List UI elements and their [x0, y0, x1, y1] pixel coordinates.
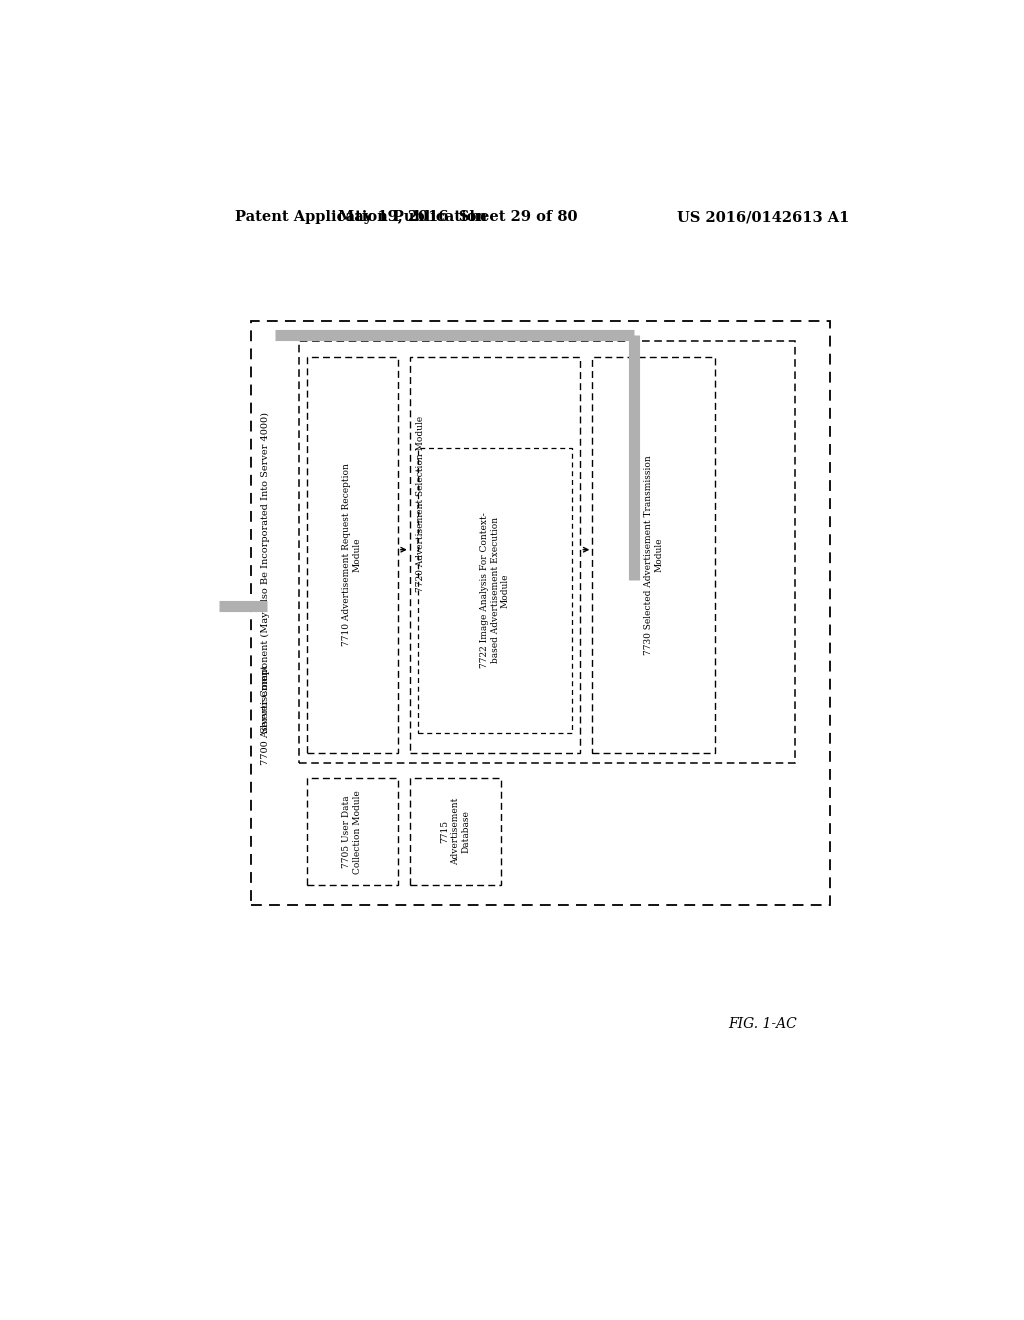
Text: FIG. 1-AC: FIG. 1-AC [728, 1018, 798, 1031]
Text: 7720 Advertisement Selection Module: 7720 Advertisement Selection Module [416, 416, 425, 593]
Text: Patent Application Publication: Patent Application Publication [236, 210, 487, 224]
Text: 7722 Image Analysis For Context-
based Advertisement Execution
Module: 7722 Image Analysis For Context- based A… [480, 512, 510, 668]
Text: Server Component (May Also Be Incorporated Into Server 4000): Server Component (May Also Be Incorporat… [261, 412, 270, 733]
Bar [306, 779, 397, 886]
Bar [306, 356, 397, 752]
Text: 7710 Advertisement Request Reception
Module: 7710 Advertisement Request Reception Mod… [342, 463, 361, 647]
Bar [299, 342, 795, 763]
Bar [418, 447, 572, 733]
Text: US 2016/0142613 A1: US 2016/0142613 A1 [677, 210, 849, 224]
Text: 7700 Advertisement: 7700 Advertisement [261, 665, 269, 766]
Text: 7705 User Data
Collection Module: 7705 User Data Collection Module [342, 789, 361, 874]
Bar [251, 321, 830, 906]
Bar [592, 356, 715, 752]
Text: 7715
Advertisement
Database: 7715 Advertisement Database [440, 799, 470, 866]
Bar [410, 779, 501, 886]
Text: 7730 Selected Advertisement Transmission
Module: 7730 Selected Advertisement Transmission… [644, 455, 664, 655]
Text: May 19, 2016  Sheet 29 of 80: May 19, 2016 Sheet 29 of 80 [338, 210, 578, 224]
Bar [410, 356, 581, 752]
